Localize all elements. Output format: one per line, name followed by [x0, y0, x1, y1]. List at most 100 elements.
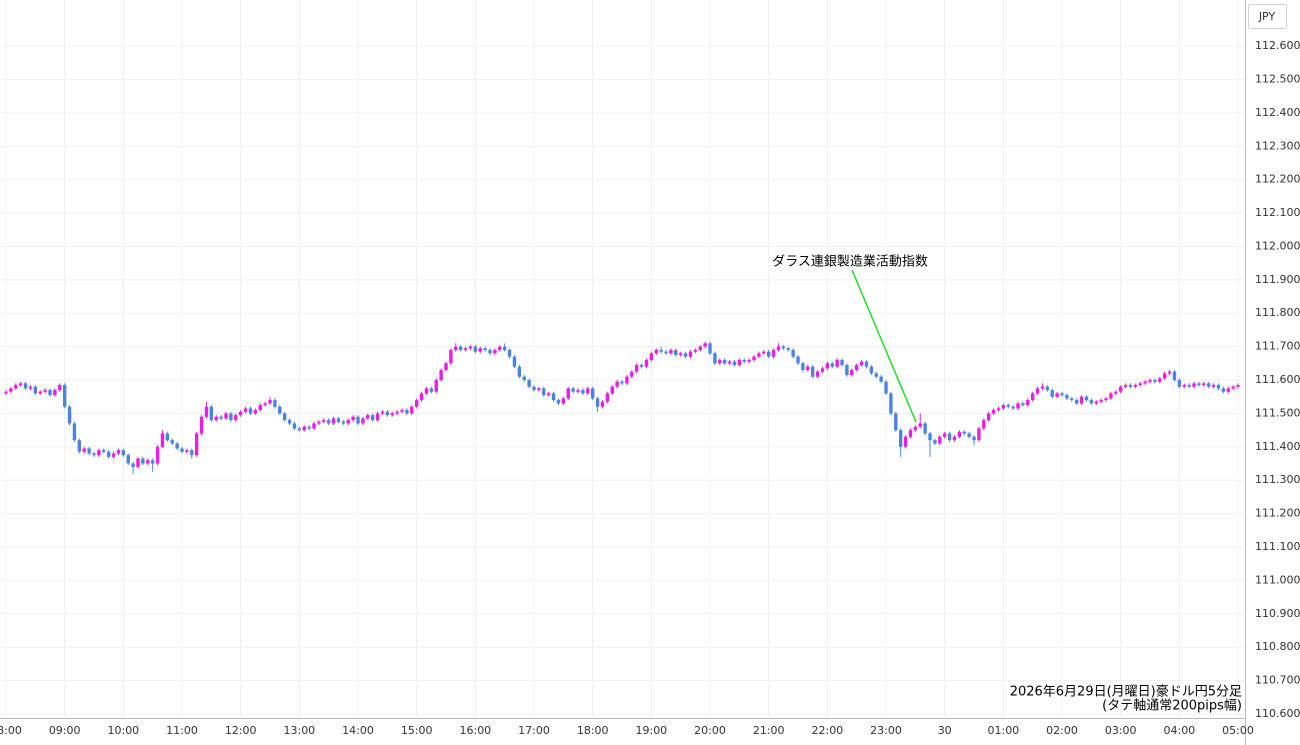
x-tick-label: 23:00 [870, 724, 902, 737]
candle-body [302, 426, 306, 431]
candle-body [713, 353, 717, 364]
candle-body [4, 391, 8, 394]
x-tick-label: 03:00 [1105, 724, 1137, 737]
candle-body [38, 391, 42, 394]
candle-body [292, 423, 297, 429]
candle-body [331, 418, 336, 424]
candle-body [830, 363, 834, 367]
candle-body [375, 413, 380, 421]
candle-body [111, 453, 116, 457]
candle-body [165, 433, 170, 441]
candle-body [72, 423, 77, 441]
candle-body [97, 450, 101, 456]
candle-body [957, 431, 962, 437]
candle-body [82, 448, 86, 452]
candle-body [527, 380, 531, 387]
y-tick-label: 112.600 [1255, 39, 1300, 52]
candle-body [942, 433, 947, 437]
candle-body [141, 458, 145, 464]
candle-body [498, 346, 502, 350]
candle-body [1006, 405, 1010, 407]
candle-body [1172, 371, 1177, 381]
candle-body [1197, 383, 1201, 386]
candle-body [938, 436, 942, 444]
candle-body [644, 360, 649, 367]
candle-body [869, 366, 874, 374]
candle-body [1158, 378, 1162, 382]
candle-body [532, 386, 536, 391]
candle-body [566, 388, 570, 399]
candle-body [1123, 385, 1128, 387]
y-tick-label: 110.900 [1255, 607, 1300, 620]
x-tick-label: 04:00 [1164, 724, 1196, 737]
candle-body [48, 390, 52, 396]
candle-body [845, 365, 849, 376]
candle-body [1114, 391, 1118, 394]
candle-body [214, 416, 218, 421]
candle-body [1070, 398, 1074, 401]
time-axis: 08:00 09:00 10:00 11:00 12:00 13:00 14:00 15:00… [0, 724, 1254, 737]
candle-body [370, 415, 375, 421]
y-tick-label: 112.200 [1255, 173, 1300, 186]
candle-body [1143, 381, 1147, 384]
candle-body [815, 371, 820, 377]
candle-body [380, 411, 385, 414]
candle-body [1221, 388, 1226, 392]
candle-body [879, 376, 883, 382]
candle-body [424, 388, 429, 394]
x-tick-label: 21:00 [753, 724, 785, 737]
candle-body [273, 400, 277, 407]
candle-body [1236, 385, 1240, 387]
candle-body [449, 349, 453, 364]
candle-body [859, 361, 864, 366]
candle-body [810, 366, 815, 377]
candle-body [238, 411, 243, 416]
candle-body [615, 381, 619, 387]
candles [4, 341, 1240, 474]
candle-body [278, 406, 282, 414]
candle-body [1104, 398, 1108, 401]
candle-body [1211, 385, 1216, 387]
y-tick-label: 110.800 [1255, 640, 1300, 653]
candle-body [33, 386, 38, 394]
candle-body [517, 366, 522, 377]
x-tick-label: 15:00 [401, 724, 433, 737]
candle-body [502, 346, 507, 350]
candle-body [322, 420, 326, 422]
candle-body [600, 401, 605, 407]
candle-body [243, 408, 248, 412]
candle-body [136, 458, 140, 467]
candle-body [928, 433, 932, 441]
candle-body [287, 420, 292, 424]
x-tick-label: 22:00 [812, 724, 844, 737]
candle-body [1153, 380, 1157, 382]
candle-body [742, 360, 746, 362]
candle-body [385, 411, 390, 416]
candle-body [967, 433, 971, 437]
candle-body [620, 381, 624, 384]
candle-body [659, 349, 663, 352]
candle-body [116, 450, 121, 454]
candle-body [18, 383, 23, 386]
candle-body [962, 431, 966, 434]
y-tick-label: 112.500 [1255, 72, 1300, 85]
x-tick-label: 08:00 [0, 724, 22, 737]
x-tick-label: 13:00 [283, 724, 315, 737]
candle-body [121, 450, 126, 456]
candle-body [53, 390, 57, 396]
candle-body [28, 386, 33, 389]
candle-body [146, 460, 150, 464]
candle-body [796, 356, 800, 364]
candle-body [1094, 401, 1098, 404]
candle-body [1202, 383, 1206, 386]
candle-body [297, 428, 302, 431]
candle-body [1187, 385, 1191, 387]
candle-body [199, 416, 204, 434]
candle-body [1216, 385, 1221, 389]
x-tick-label: 30 [938, 724, 952, 737]
candle-body [454, 346, 458, 350]
candle-body [224, 413, 228, 419]
candle-body [1226, 388, 1230, 392]
